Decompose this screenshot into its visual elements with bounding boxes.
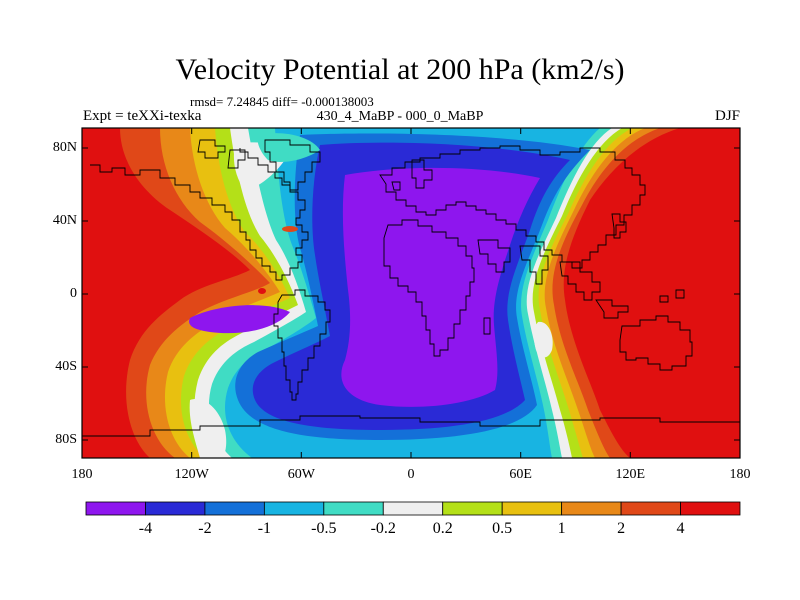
period-label: 430_4_MaBP - 000_0_MaBP [316,109,484,124]
colorbar-swatch [204,501,265,516]
lat-label: 80N [52,140,77,155]
field-level-positive-2 [0,128,30,130]
colorbar-swatch [442,501,503,516]
lat-label: 80S [55,432,77,447]
coastline-arabia-india [477,239,549,285]
field-band-violet [341,167,540,407]
stats-annotation: rmsd= 7.24845 diff= -0.000138003 [190,94,374,109]
colorbar-swatch [680,501,741,516]
colorbar-swatch [561,501,622,516]
lat-ticks [82,147,740,441]
coastline-arctic-canada [197,139,246,169]
lon-label: 60W [287,467,315,482]
coastline-greenland [264,139,321,191]
plot-title: Velocity Potential at 200 hPa (km2/s) [175,53,625,86]
season-label: DJF [714,108,740,124]
field-feature-gulf [282,226,298,232]
colorbar-label: 1 [557,520,566,537]
lon-ticks [81,128,741,458]
colorbar-swatch [620,501,681,516]
coastline-madagascar [483,317,491,335]
field-feature-southern-ocean [189,399,227,458]
colorbar-swatch [323,501,384,516]
colorbar-label: -0.2 [370,520,396,537]
field-feature-indian-ocean-white [533,321,553,358]
lon-label: 180 [729,467,751,482]
colorbar-label: 2 [617,520,626,537]
velocity-potential-field [0,128,740,458]
experiment-label: Expt = teXXi-texka [83,108,202,124]
colorbar [85,501,741,516]
lat-label: 0 [70,286,77,301]
coastline-australia [619,315,693,371]
coastline-southeast-asia [559,261,629,319]
colorbar-label: 0.2 [432,520,453,537]
lat-label: 40S [55,359,77,374]
coastline-uk-scandinavia [391,159,433,191]
coastline-antarctica [82,415,740,437]
coastlines [82,139,740,437]
colorbar-swatch [263,501,325,516]
field-feature-caribbean [258,288,266,294]
colorbar-label: 4 [676,520,685,537]
colorbar-label: -2 [198,520,212,537]
colorbar-swatch [145,501,206,516]
coastline-eurasia [379,145,646,269]
coastline-south-america [273,289,331,401]
lon-label: 120W [174,467,209,482]
field-feature-south-pacific [189,305,290,334]
coastline-africa [383,219,475,357]
lon-label: 120E [615,467,646,482]
colorbar-swatch [85,501,146,516]
colorbar-label: -0.5 [311,520,337,537]
colorbar-label: -1 [257,520,272,537]
lon-label: 0 [407,467,415,482]
colorbar-swatch [501,501,563,516]
colorbar-swatch [382,501,444,516]
lon-label: 60E [509,467,532,482]
lat-label: 40N [52,213,77,228]
colorbar-label: 0.5 [492,520,513,537]
coastline-japan-islands [611,213,685,303]
lon-label: 180 [71,467,93,482]
colorbar-label: -4 [138,520,153,537]
